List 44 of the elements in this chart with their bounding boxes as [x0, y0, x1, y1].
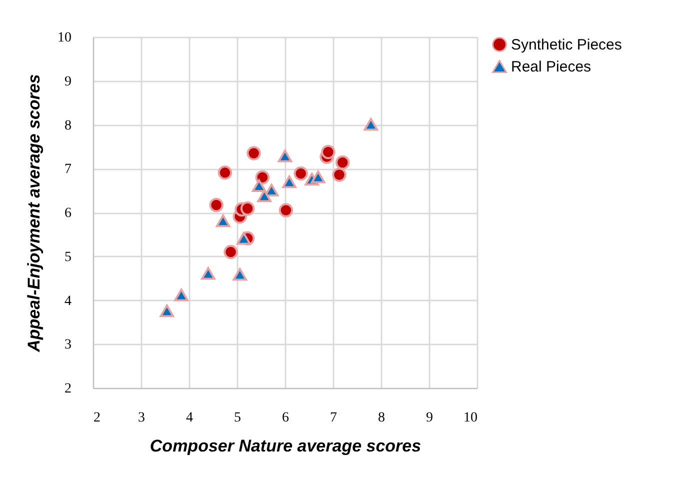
point: [310, 170, 326, 184]
y-tick-label: 8: [64, 118, 72, 134]
x-tick-label: 4: [186, 410, 193, 426]
y-tick-label: 4: [64, 294, 72, 309]
point: [332, 168, 346, 182]
point: [160, 304, 174, 318]
point: [216, 214, 230, 228]
point: [321, 144, 336, 160]
legend-label: Real Pieces: [511, 58, 592, 76]
point: [209, 198, 224, 212]
point: [282, 175, 296, 188]
point: [201, 267, 216, 280]
x-tick-label: 10: [464, 410, 478, 426]
y-tick-label: 7: [64, 162, 72, 178]
y-tick-label: 3: [64, 338, 72, 353]
point: [255, 170, 270, 185]
y-tick-label: 10: [58, 30, 72, 46]
point: [232, 268, 248, 281]
legend-label: Synthetic Pieces: [511, 36, 622, 54]
point: [240, 201, 255, 216]
point: [252, 179, 266, 192]
x-tick-label: 9: [426, 410, 433, 426]
point: [335, 155, 350, 170]
point: [246, 146, 261, 160]
point: [278, 150, 292, 162]
x-axis-title: Composer Nature average scores: [150, 436, 422, 456]
point: [224, 244, 238, 260]
x-tick-label: 2: [94, 410, 100, 426]
x-tick-label: 7: [330, 410, 337, 426]
point: [174, 288, 188, 302]
y-tick-label: 2: [64, 382, 72, 396]
point: [364, 118, 378, 131]
point: [218, 165, 232, 180]
y-tick-label: 5: [64, 250, 72, 265]
y-axis-title: Appeal-Enjoyment average scores: [24, 74, 44, 353]
point: [236, 232, 251, 245]
x-tick-label: 5: [234, 410, 241, 426]
y-tick-label: 6: [64, 206, 72, 221]
y-tick-label: 9: [64, 74, 72, 90]
x-tick-label: 8: [378, 410, 385, 426]
x-tick-label: 6: [282, 410, 289, 426]
point: [278, 203, 294, 218]
point: [294, 166, 308, 181]
x-tick-label: 3: [138, 410, 145, 426]
